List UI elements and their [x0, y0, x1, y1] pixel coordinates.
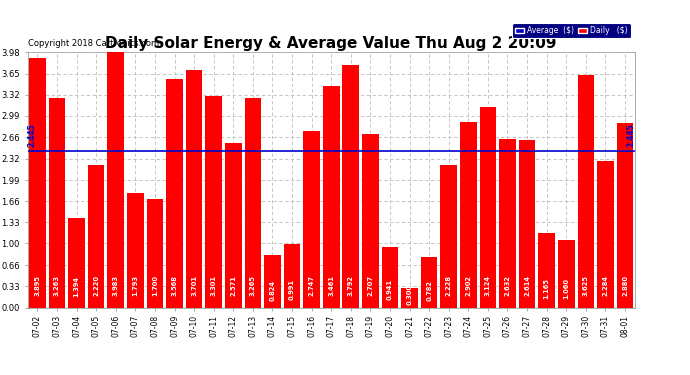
Bar: [264, 255, 281, 308]
Legend: Average  ($), Daily   ($): Average ($), Daily ($): [512, 23, 631, 38]
Text: 3.301: 3.301: [210, 275, 217, 296]
Bar: [460, 122, 477, 308]
Title: Daily Solar Energy & Average Value Thu Aug 2 20:09: Daily Solar Energy & Average Value Thu A…: [106, 36, 557, 51]
Bar: [597, 161, 613, 308]
Text: 2.571: 2.571: [230, 275, 236, 296]
Bar: [323, 86, 339, 308]
Bar: [362, 134, 379, 308]
Bar: [108, 52, 124, 308]
Text: Copyright 2018 Cartronics.com: Copyright 2018 Cartronics.com: [28, 39, 159, 48]
Bar: [499, 139, 516, 308]
Text: 1.165: 1.165: [544, 278, 550, 298]
Bar: [401, 288, 418, 308]
Bar: [558, 240, 575, 308]
Text: 0.991: 0.991: [289, 279, 295, 300]
Bar: [49, 99, 66, 308]
Text: 2.902: 2.902: [465, 275, 471, 296]
Text: 1.394: 1.394: [74, 276, 79, 297]
Text: 2.632: 2.632: [504, 275, 511, 296]
Bar: [382, 247, 398, 308]
Bar: [538, 233, 555, 308]
Text: 3.124: 3.124: [485, 275, 491, 296]
Bar: [617, 123, 633, 308]
Text: 2.284: 2.284: [602, 275, 609, 296]
Text: 3.265: 3.265: [250, 275, 256, 296]
Text: 0.782: 0.782: [426, 280, 432, 302]
Text: 0.300: 0.300: [406, 284, 413, 305]
Text: 1.793: 1.793: [132, 275, 138, 296]
Bar: [206, 96, 222, 308]
Bar: [421, 257, 437, 307]
Text: 2.445: 2.445: [27, 123, 36, 147]
Text: 3.983: 3.983: [112, 275, 119, 296]
Text: 3.895: 3.895: [34, 275, 41, 296]
Text: 3.568: 3.568: [172, 275, 177, 296]
Text: 2.445: 2.445: [627, 123, 635, 147]
Bar: [304, 132, 320, 308]
Text: 2.880: 2.880: [622, 275, 628, 296]
Text: 2.220: 2.220: [93, 275, 99, 296]
Bar: [29, 58, 46, 308]
Bar: [127, 193, 144, 308]
Bar: [68, 218, 85, 308]
Bar: [519, 140, 535, 308]
Bar: [244, 98, 262, 308]
Bar: [284, 244, 300, 308]
Text: 2.707: 2.707: [367, 275, 373, 296]
Text: 3.461: 3.461: [328, 275, 334, 296]
Bar: [146, 199, 164, 308]
Text: 2.228: 2.228: [446, 275, 452, 296]
Bar: [440, 165, 457, 308]
Text: 3.625: 3.625: [583, 275, 589, 296]
Text: 3.792: 3.792: [348, 275, 354, 296]
Text: 0.941: 0.941: [387, 279, 393, 300]
Text: 2.747: 2.747: [308, 275, 315, 296]
Bar: [88, 165, 104, 308]
Bar: [186, 70, 202, 308]
Bar: [342, 64, 359, 308]
Bar: [225, 143, 241, 308]
Bar: [480, 107, 496, 308]
Text: 1.060: 1.060: [563, 278, 569, 299]
Text: 0.824: 0.824: [269, 280, 275, 301]
Text: 3.701: 3.701: [191, 275, 197, 296]
Bar: [578, 75, 594, 308]
Bar: [166, 79, 183, 308]
Text: 3.263: 3.263: [54, 275, 60, 296]
Text: 1.700: 1.700: [152, 275, 158, 296]
Text: 2.614: 2.614: [524, 275, 530, 296]
